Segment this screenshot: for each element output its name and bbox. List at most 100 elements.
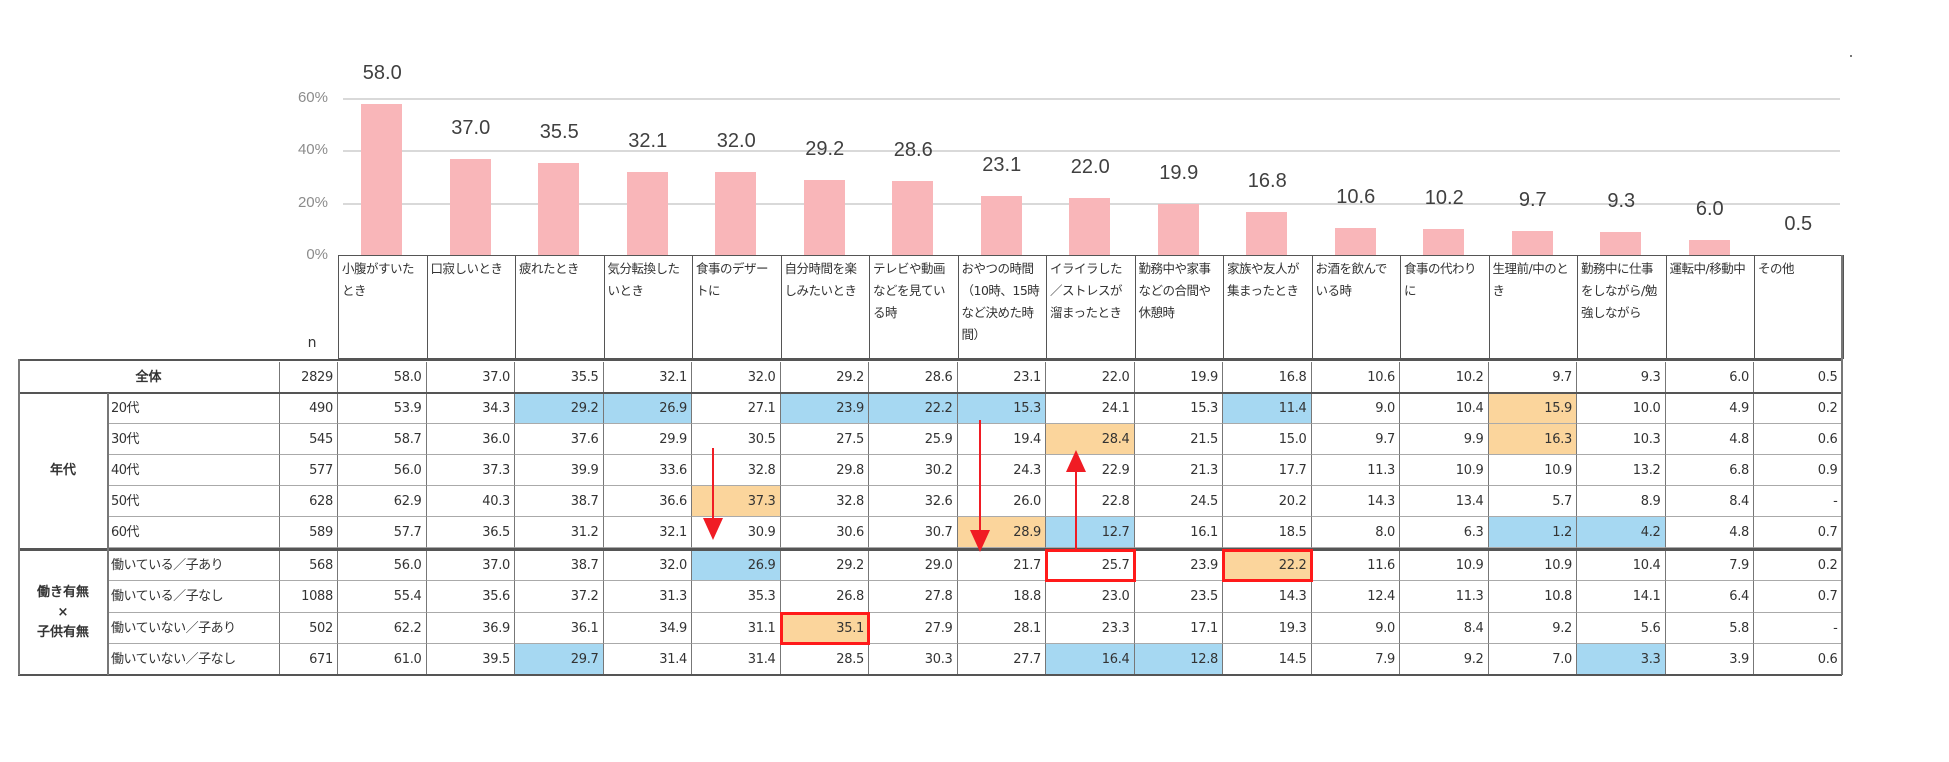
column-header: 生理前/中のとき [1488,255,1578,359]
data-cell: 25.9 [869,424,958,455]
data-cell: 11.3 [1311,455,1400,486]
data-cell: 5.7 [1488,486,1577,517]
data-cell: 22.9 [1046,455,1135,486]
data-cell: 32.1 [603,517,692,548]
data-cell: 24.5 [1134,486,1223,517]
data-cell: 29.7 [515,643,604,675]
data-cell: 18.8 [957,581,1046,613]
table-border [107,393,109,675]
column-header: その他 [1754,255,1844,359]
n-value: 628 [280,486,338,517]
data-cell: 19.4 [957,424,1046,455]
data-cell: 23.9 [780,393,869,424]
data-cell: 36.1 [515,612,604,644]
data-cell: 22.2 [869,393,958,424]
arrow-down-snack-time-shaft [979,420,981,532]
data-cell: 37.3 [426,455,515,486]
data-cell: 36.5 [426,517,515,548]
data-cell: 31.1 [692,612,781,644]
bar [1511,230,1553,256]
data-cell: 0.2 [1754,550,1843,582]
data-cell: 10.8 [1488,581,1577,613]
data-cell: 20.2 [1223,486,1312,517]
row-label: 50代 [108,486,280,517]
data-cell: 0.2 [1754,393,1843,424]
data-cell: 27.8 [869,581,958,613]
gridline [343,150,1840,153]
data-cell: 6.4 [1665,581,1754,613]
data-cell: 62.2 [338,612,427,644]
data-cell: 16.8 [1223,362,1312,393]
arrow-up-stress-shaft [1075,470,1077,550]
bar-value-label: 10.2 [1424,187,1464,210]
data-cell: 32.1 [603,362,692,393]
column-header: 口寂しいとき [426,255,516,359]
data-cell: 29.0 [869,550,958,582]
bar [803,179,845,256]
bar [538,163,580,256]
n-value: 589 [280,517,338,548]
data-cell: 7.9 [1665,550,1754,582]
data-cell: 35.5 [515,362,604,393]
data-cell: 26.9 [603,393,692,424]
column-header: 家族や友人が集まったとき [1223,255,1313,359]
data-cell: 1.2 [1488,517,1577,548]
data-cell: 7.9 [1311,643,1400,675]
data-cell: 9.7 [1311,424,1400,455]
data-cell: 12.8 [1134,643,1223,675]
data-cell: 37.3 [692,486,781,517]
data-cell: 10.6 [1311,362,1400,393]
data-cell: 27.7 [957,643,1046,675]
data-cell: 56.0 [338,455,427,486]
data-cell: 39.9 [515,455,604,486]
data-cell: 8.0 [1311,517,1400,548]
n-header: n [307,335,317,351]
bar-value-label: 32.0 [716,130,756,153]
bar-value-label: 10.6 [1336,186,1376,209]
data-cell: 37.0 [426,362,515,393]
data-cell: 10.3 [1577,424,1666,455]
n-value: 502 [280,612,338,644]
data-cell: 22.2 [1223,550,1312,582]
data-cell: 23.5 [1134,581,1223,613]
column-header: お酒を飲んでいる時 [1311,255,1401,359]
data-cell: 10.4 [1577,550,1666,582]
data-cell: 6.0 [1665,362,1754,393]
data-cell: 61.0 [338,643,427,675]
data-cell: 0.9 [1754,455,1843,486]
column-header: 気分転換したいとき [603,255,693,359]
y-tick-label: 20% [297,193,328,211]
group-label-line: 働き有無 [36,584,89,600]
data-cell: 35.6 [426,581,515,613]
column-header: 勤務中に仕事をしながら/勉強しながら [1577,255,1667,359]
data-cell: 29.2 [515,393,604,424]
data-cell: 10.0 [1577,393,1666,424]
row-label-total: 全体 [18,362,280,393]
data-cell: 6.8 [1665,455,1754,486]
data-cell: 29.2 [780,362,869,393]
data-cell: 26.9 [692,550,781,582]
data-cell: 30.2 [869,455,958,486]
data-cell: 9.9 [1400,424,1489,455]
bar-value-label: 22.0 [1070,156,1110,179]
n-value: 545 [280,424,338,455]
data-cell: 36.9 [426,612,515,644]
bar-value-label: 9.3 [1607,189,1636,212]
data-cell: 14.3 [1223,581,1312,613]
data-cell: 36.6 [603,486,692,517]
data-cell: 12.4 [1311,581,1400,613]
data-cell: 15.3 [1134,393,1223,424]
arrow-up-stress-head [1066,450,1086,472]
data-cell: 30.6 [780,517,869,548]
data-cell: 29.8 [780,455,869,486]
bar-value-label: 19.9 [1159,161,1199,184]
bar [1157,203,1199,256]
red-highlight-box [779,611,870,645]
data-cell: 23.1 [957,362,1046,393]
data-cell: 31.4 [692,643,781,675]
data-cell: 29.2 [780,550,869,582]
group-label-line: × [57,604,69,620]
y-tick-label: 60% [297,89,328,106]
data-cell: 23.0 [1046,581,1135,613]
bar-value-label: 28.6 [893,139,933,162]
